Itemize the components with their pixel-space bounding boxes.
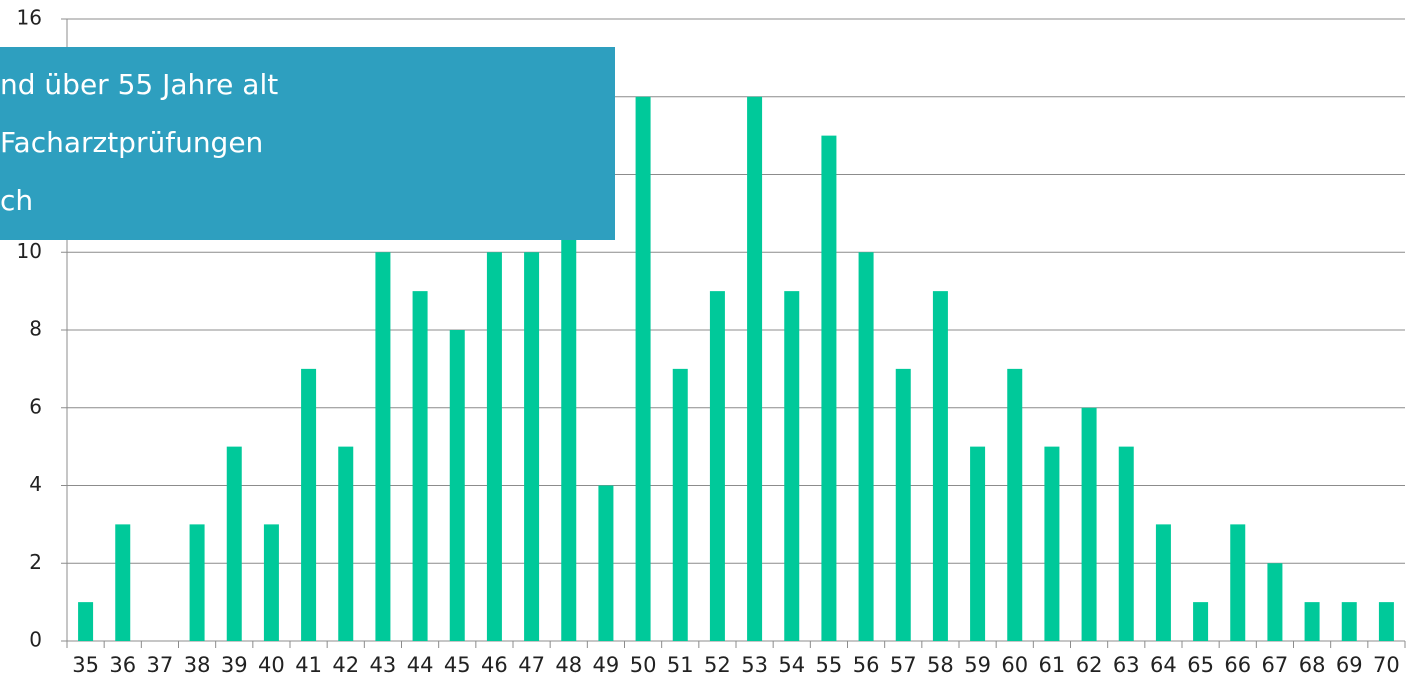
bar bbox=[524, 252, 540, 641]
bar bbox=[449, 330, 465, 641]
x-tick-label: 49 bbox=[593, 653, 620, 677]
x-tick-label: 70 bbox=[1373, 653, 1400, 677]
bar bbox=[932, 291, 948, 641]
x-tick-label: 35 bbox=[72, 653, 99, 677]
x-tick-label: 65 bbox=[1187, 653, 1214, 677]
x-tick-label: 62 bbox=[1076, 653, 1103, 677]
bar bbox=[189, 524, 205, 641]
bar bbox=[1007, 368, 1023, 641]
bar bbox=[78, 602, 94, 641]
annotation-text: nd über 55 Jahre alt bbox=[0, 68, 278, 101]
bar bbox=[1304, 602, 1320, 641]
bar bbox=[375, 252, 391, 641]
x-tick-label: 45 bbox=[444, 653, 471, 677]
bar bbox=[338, 446, 354, 641]
bar bbox=[1230, 524, 1246, 641]
bar bbox=[1081, 407, 1097, 641]
bar bbox=[709, 291, 725, 641]
x-tick-label: 68 bbox=[1299, 653, 1326, 677]
bar bbox=[1267, 563, 1283, 641]
x-tick-label: 40 bbox=[258, 653, 285, 677]
bar bbox=[1118, 446, 1134, 641]
x-tick-label: 51 bbox=[667, 653, 694, 677]
x-tick-label: 66 bbox=[1224, 653, 1251, 677]
x-tick-label: 38 bbox=[184, 653, 211, 677]
bar bbox=[821, 135, 837, 641]
y-tick-label: 10 bbox=[17, 239, 42, 263]
x-tick-label: 54 bbox=[778, 653, 805, 677]
x-tick-label: 52 bbox=[704, 653, 731, 677]
x-tick-label: 44 bbox=[407, 653, 434, 677]
x-tick-label: 56 bbox=[853, 653, 880, 677]
x-tick-label: 41 bbox=[295, 653, 322, 677]
bar bbox=[1193, 602, 1209, 641]
bar bbox=[486, 252, 502, 641]
x-tick-label: 47 bbox=[518, 653, 545, 677]
x-tick-label: 59 bbox=[964, 653, 991, 677]
bar bbox=[598, 485, 614, 641]
bar bbox=[747, 96, 763, 641]
y-tick-label: 6 bbox=[29, 394, 42, 418]
bar bbox=[226, 446, 242, 641]
bar bbox=[301, 368, 317, 641]
x-tick-label: 61 bbox=[1039, 653, 1066, 677]
y-tick-label: 4 bbox=[29, 472, 42, 496]
x-tick-label: 42 bbox=[332, 653, 359, 677]
y-tick-label: 16 bbox=[17, 6, 42, 30]
x-tick-label: 37 bbox=[147, 653, 174, 677]
bar bbox=[895, 368, 911, 641]
x-tick-label: 63 bbox=[1113, 653, 1140, 677]
bar bbox=[412, 291, 428, 641]
x-tick-label: 53 bbox=[741, 653, 768, 677]
x-tick-label: 43 bbox=[370, 653, 397, 677]
bar bbox=[1378, 602, 1394, 641]
x-tick-label: 36 bbox=[109, 653, 136, 677]
x-tick-label: 67 bbox=[1262, 653, 1289, 677]
bar bbox=[1044, 446, 1060, 641]
bar bbox=[1341, 602, 1357, 641]
bar bbox=[635, 96, 651, 641]
x-tick-label: 46 bbox=[481, 653, 508, 677]
x-tick-label: 60 bbox=[1001, 653, 1028, 677]
bar bbox=[672, 368, 688, 641]
x-tick-label: 55 bbox=[816, 653, 843, 677]
bar bbox=[561, 213, 577, 641]
x-tick-label: 57 bbox=[890, 653, 917, 677]
x-tick-label: 50 bbox=[630, 653, 657, 677]
x-tick-label: 69 bbox=[1336, 653, 1363, 677]
bar bbox=[784, 291, 800, 641]
y-tick-label: 8 bbox=[29, 317, 42, 341]
x-tick-label: 64 bbox=[1150, 653, 1177, 677]
bar bbox=[1155, 524, 1171, 641]
annotation-text: Facharztprüfungen bbox=[0, 126, 263, 159]
x-tick-label: 48 bbox=[555, 653, 582, 677]
bar bbox=[858, 252, 874, 641]
x-tick-label: 58 bbox=[927, 653, 954, 677]
bar bbox=[970, 446, 986, 641]
bar bbox=[115, 524, 131, 641]
bar bbox=[263, 524, 279, 641]
annotation-box bbox=[0, 47, 615, 240]
annotation-text: ch bbox=[0, 184, 33, 217]
y-tick-label: 2 bbox=[29, 550, 42, 574]
x-tick-label: 39 bbox=[221, 653, 248, 677]
y-tick-label: 0 bbox=[29, 628, 42, 652]
